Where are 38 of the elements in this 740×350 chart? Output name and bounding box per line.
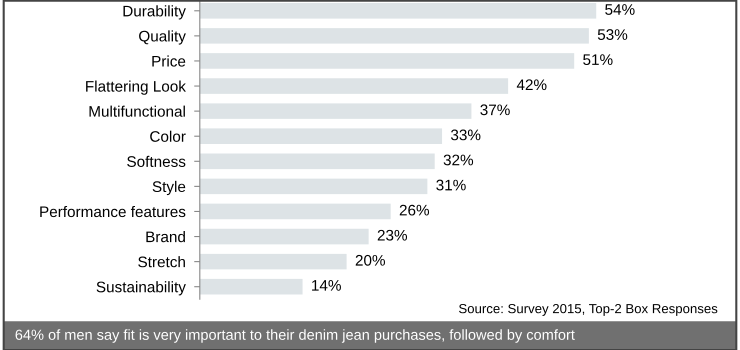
bar — [200, 178, 428, 194]
y-tick-label: Brand — [146, 231, 185, 242]
y-tick-label: Durability — [123, 5, 186, 20]
data-label: 32% — [444, 154, 474, 166]
bar — [200, 254, 347, 270]
data-label: 51% — [583, 54, 613, 66]
data-label: 54% — [605, 4, 635, 15]
y-tick-label: Quality — [139, 30, 186, 45]
y-tick-label: Multifunctional — [90, 106, 185, 117]
data-label: 37% — [480, 104, 510, 116]
data-label: 20% — [356, 254, 385, 266]
bar — [200, 78, 508, 94]
bar — [200, 278, 303, 294]
data-label: 33% — [450, 129, 480, 140]
data-label: 14% — [312, 280, 341, 291]
bar — [200, 204, 391, 220]
bar — [200, 103, 472, 119]
data-label: 42% — [516, 79, 546, 90]
y-tick-label: Sustainability — [96, 281, 186, 296]
bar — [200, 128, 442, 144]
text: 64% of men say fit is very important to their denim jean purchases, followed by comfort — [16, 329, 575, 343]
data-label: 23% — [378, 230, 408, 241]
y-tick-label: Softness — [127, 156, 186, 167]
y-tick-label: Performance features — [40, 206, 186, 218]
y-tick-label: Style — [152, 180, 186, 196]
y-tick-label: Stretch — [138, 256, 185, 268]
bar — [200, 154, 435, 170]
bar — [200, 228, 369, 244]
y-tick-label: Color — [150, 130, 186, 142]
data-label: 53% — [598, 29, 628, 40]
data-label: 31% — [436, 180, 466, 190]
bar — [200, 53, 574, 69]
bar — [200, 3, 596, 19]
y-tick-label: Flattering Look — [86, 80, 186, 95]
y-tick-label: Price — [152, 55, 186, 67]
data-label: 26% — [400, 204, 430, 216]
source-note: Source: Survey 2015, Top-2 Box Responses — [459, 304, 718, 316]
bar — [200, 28, 589, 44]
